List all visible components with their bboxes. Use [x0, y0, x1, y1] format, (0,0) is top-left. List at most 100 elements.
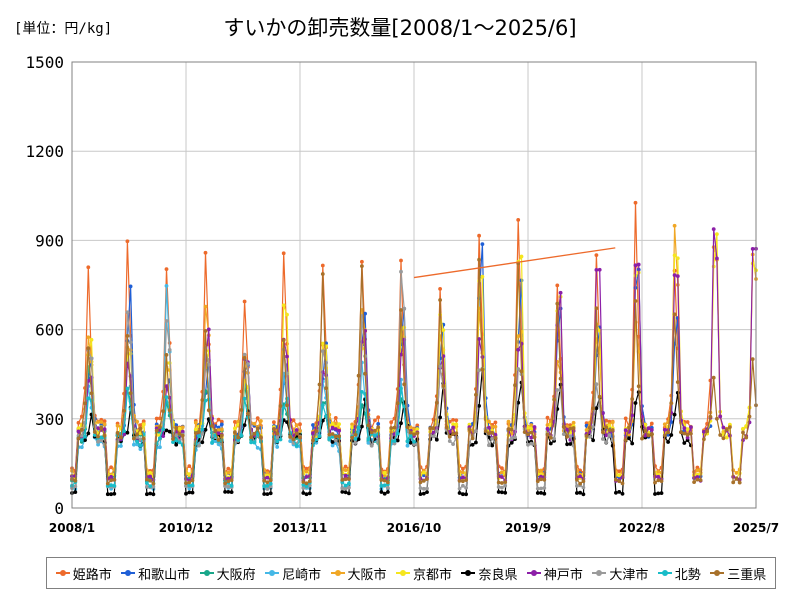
- data-point: [487, 443, 491, 448]
- data-point: [522, 430, 527, 434]
- data-point: [184, 491, 188, 496]
- data-point: [578, 490, 582, 495]
- data-point: [164, 353, 169, 357]
- data-point: [539, 474, 543, 479]
- data-point: [164, 384, 169, 389]
- data-point: [532, 425, 537, 429]
- data-point: [646, 426, 651, 431]
- data-point: [255, 426, 260, 431]
- data-point: [216, 428, 221, 432]
- data-point: [477, 257, 481, 262]
- data-point: [340, 490, 345, 494]
- data-point: [633, 299, 638, 303]
- data-point: [360, 259, 364, 264]
- data-point: [526, 425, 530, 430]
- data-point: [464, 478, 468, 482]
- data-point: [649, 432, 654, 436]
- data-point: [425, 486, 429, 491]
- data-point: [418, 492, 423, 496]
- data-point: [402, 306, 407, 311]
- data-point: [389, 420, 394, 425]
- data-point: [99, 420, 104, 424]
- data-point: [545, 426, 550, 431]
- data-point: [421, 470, 426, 475]
- data-point: [229, 490, 234, 494]
- data-point: [167, 348, 172, 352]
- legend-label: 和歌山市: [138, 567, 191, 583]
- data-point: [561, 425, 566, 429]
- data-point: [314, 429, 319, 433]
- data-point: [151, 492, 156, 497]
- data-point: [656, 491, 661, 496]
- data-point: [255, 446, 260, 450]
- data-point: [288, 439, 293, 443]
- data-point: [464, 492, 468, 497]
- data-point: [415, 431, 420, 436]
- data-point: [294, 428, 299, 432]
- data-point: [477, 337, 481, 341]
- data-point: [711, 264, 716, 269]
- data-point: [627, 432, 631, 437]
- data-point: [229, 483, 234, 488]
- data-point: [649, 421, 654, 426]
- data-point: [428, 426, 433, 430]
- data-point: [477, 404, 481, 408]
- data-point: [86, 431, 91, 436]
- data-point: [76, 420, 81, 425]
- data-point: [467, 427, 472, 432]
- data-point: [408, 430, 413, 435]
- data-point: [210, 424, 215, 428]
- x-tick-label: 2016/10: [387, 521, 441, 535]
- data-point: [454, 422, 459, 427]
- data-point: [457, 491, 462, 495]
- data-point: [594, 268, 599, 272]
- data-point: [662, 422, 667, 427]
- data-point: [167, 429, 172, 434]
- trend-layer: [413, 247, 616, 279]
- data-point: [200, 431, 205, 436]
- data-point: [275, 439, 280, 444]
- series-line: [71, 388, 415, 488]
- data-point: [298, 429, 302, 433]
- data-point: [190, 490, 195, 495]
- data-point: [490, 425, 495, 430]
- data-point: [294, 423, 299, 428]
- data-point: [708, 414, 713, 419]
- legend-item: 奈良県: [461, 564, 517, 583]
- data-point: [171, 440, 175, 444]
- data-point: [79, 433, 84, 438]
- data-point: [353, 432, 358, 437]
- data-point: [278, 437, 283, 442]
- data-point: [607, 423, 612, 428]
- data-point: [337, 428, 341, 433]
- legend-marker: [199, 570, 214, 576]
- data-point: [389, 426, 394, 430]
- data-point: [490, 436, 495, 441]
- data-point: [324, 414, 328, 419]
- data-point: [666, 440, 670, 444]
- data-point: [728, 425, 732, 429]
- data-point: [76, 436, 81, 441]
- data-point: [347, 491, 351, 496]
- data-point: [311, 438, 315, 443]
- data-point: [145, 492, 149, 497]
- data-point: [242, 423, 247, 427]
- data-point: [301, 482, 306, 487]
- data-point: [500, 490, 504, 495]
- legend-label: 京都市: [412, 567, 452, 583]
- data-point: [158, 425, 162, 429]
- series-三重県: [70, 257, 758, 486]
- data-point: [715, 416, 719, 421]
- data-point: [434, 429, 439, 433]
- data-point: [620, 481, 625, 486]
- data-point: [190, 483, 195, 488]
- x-tick-label: 2010/12: [159, 521, 213, 535]
- data-point: [500, 470, 504, 475]
- data-point: [649, 428, 654, 432]
- data-point: [373, 428, 377, 433]
- data-point: [685, 427, 690, 431]
- data-point: [343, 468, 348, 472]
- data-point: [327, 432, 332, 437]
- data-point: [187, 464, 192, 468]
- data-point: [363, 311, 367, 316]
